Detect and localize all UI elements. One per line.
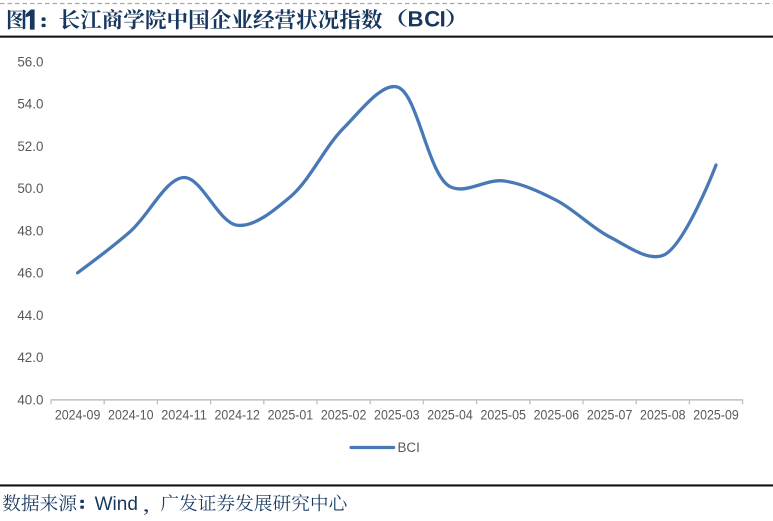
- svg-text:2025-05: 2025-05: [480, 407, 526, 422]
- svg-text:2024-09: 2024-09: [55, 407, 101, 422]
- svg-text:56.0: 56.0: [17, 54, 43, 69]
- svg-text:42.0: 42.0: [17, 350, 43, 365]
- svg-text:44.0: 44.0: [17, 308, 43, 323]
- svg-text:2024-10: 2024-10: [108, 407, 154, 422]
- svg-text:2025-01: 2025-01: [268, 407, 314, 422]
- svg-text:2024-12: 2024-12: [214, 407, 260, 422]
- svg-text:Wind: Wind: [95, 494, 138, 515]
- svg-text:2025-02: 2025-02: [321, 407, 367, 422]
- svg-text:46.0: 46.0: [17, 266, 43, 281]
- svg-text:BCI: BCI: [398, 440, 420, 455]
- svg-text:2025-07: 2025-07: [587, 407, 633, 422]
- svg-text:54.0: 54.0: [17, 97, 43, 112]
- svg-text:2025-03: 2025-03: [374, 407, 420, 422]
- svg-text:48.0: 48.0: [17, 223, 43, 238]
- svg-text:40.0: 40.0: [17, 392, 43, 407]
- svg-text:2025-08: 2025-08: [640, 407, 686, 422]
- svg-text:2025-04: 2025-04: [427, 407, 473, 422]
- svg-text:2025-06: 2025-06: [534, 407, 580, 422]
- svg-text:52.0: 52.0: [17, 139, 43, 154]
- svg-text:50.0: 50.0: [17, 181, 43, 196]
- svg-text:2024-11: 2024-11: [161, 407, 207, 422]
- svg-text:2025-09: 2025-09: [693, 407, 739, 422]
